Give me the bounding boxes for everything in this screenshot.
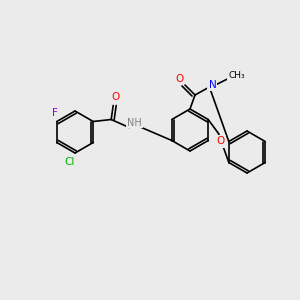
Text: F: F [52,107,58,118]
Text: O: O [216,136,225,146]
Text: O: O [175,74,183,84]
Text: N: N [208,80,216,90]
Text: O: O [111,92,119,103]
Text: Cl: Cl [65,157,75,167]
Text: NH: NH [127,118,142,128]
Text: CH₃: CH₃ [228,71,245,80]
